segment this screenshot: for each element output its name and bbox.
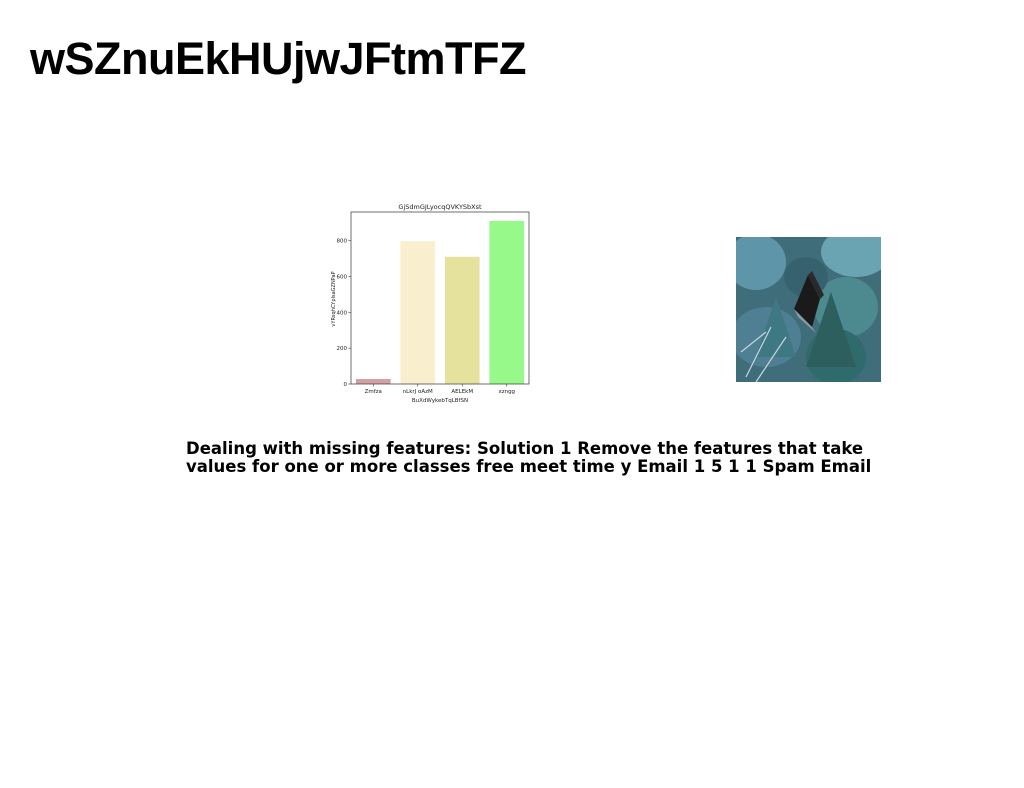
chart-y-axis-label: vYRsqhCYpIsaGZNPaP — [331, 271, 337, 326]
x-tick-label: nLkrJ oAzM — [403, 389, 433, 395]
y-tick-label: 800 — [337, 239, 348, 245]
bar-chart: GjSdmGJLyocqQVKYSbXst BuXdWykebTqLBfSN v… — [326, 197, 538, 409]
y-tick-label: 400 — [337, 310, 348, 316]
chart-title: GjSdmGJLyocqQVKYSbXst — [398, 203, 482, 211]
slide-title: wSZnuEkHUjwJFtmTFZ — [30, 33, 527, 84]
bar-2 — [400, 241, 436, 384]
y-tick-label: 200 — [337, 346, 348, 352]
y-tick-label: 600 — [337, 275, 348, 281]
x-tick-label: AELEkM — [451, 389, 473, 395]
x-tick-label: xzngg — [498, 389, 515, 395]
bar-4 — [489, 220, 525, 384]
bar-1 — [355, 378, 391, 384]
x-tick-label: Zmfza — [365, 389, 382, 395]
body-text: Dealing with missing features: Solution … — [186, 439, 872, 476]
bar-3 — [444, 256, 480, 384]
y-tick-label: 0 — [344, 382, 348, 388]
chart-x-axis-label: BuXdWykebTqLBfSN — [412, 398, 468, 404]
plot-frame — [350, 211, 530, 385]
forest-cabin-photo — [736, 237, 881, 382]
